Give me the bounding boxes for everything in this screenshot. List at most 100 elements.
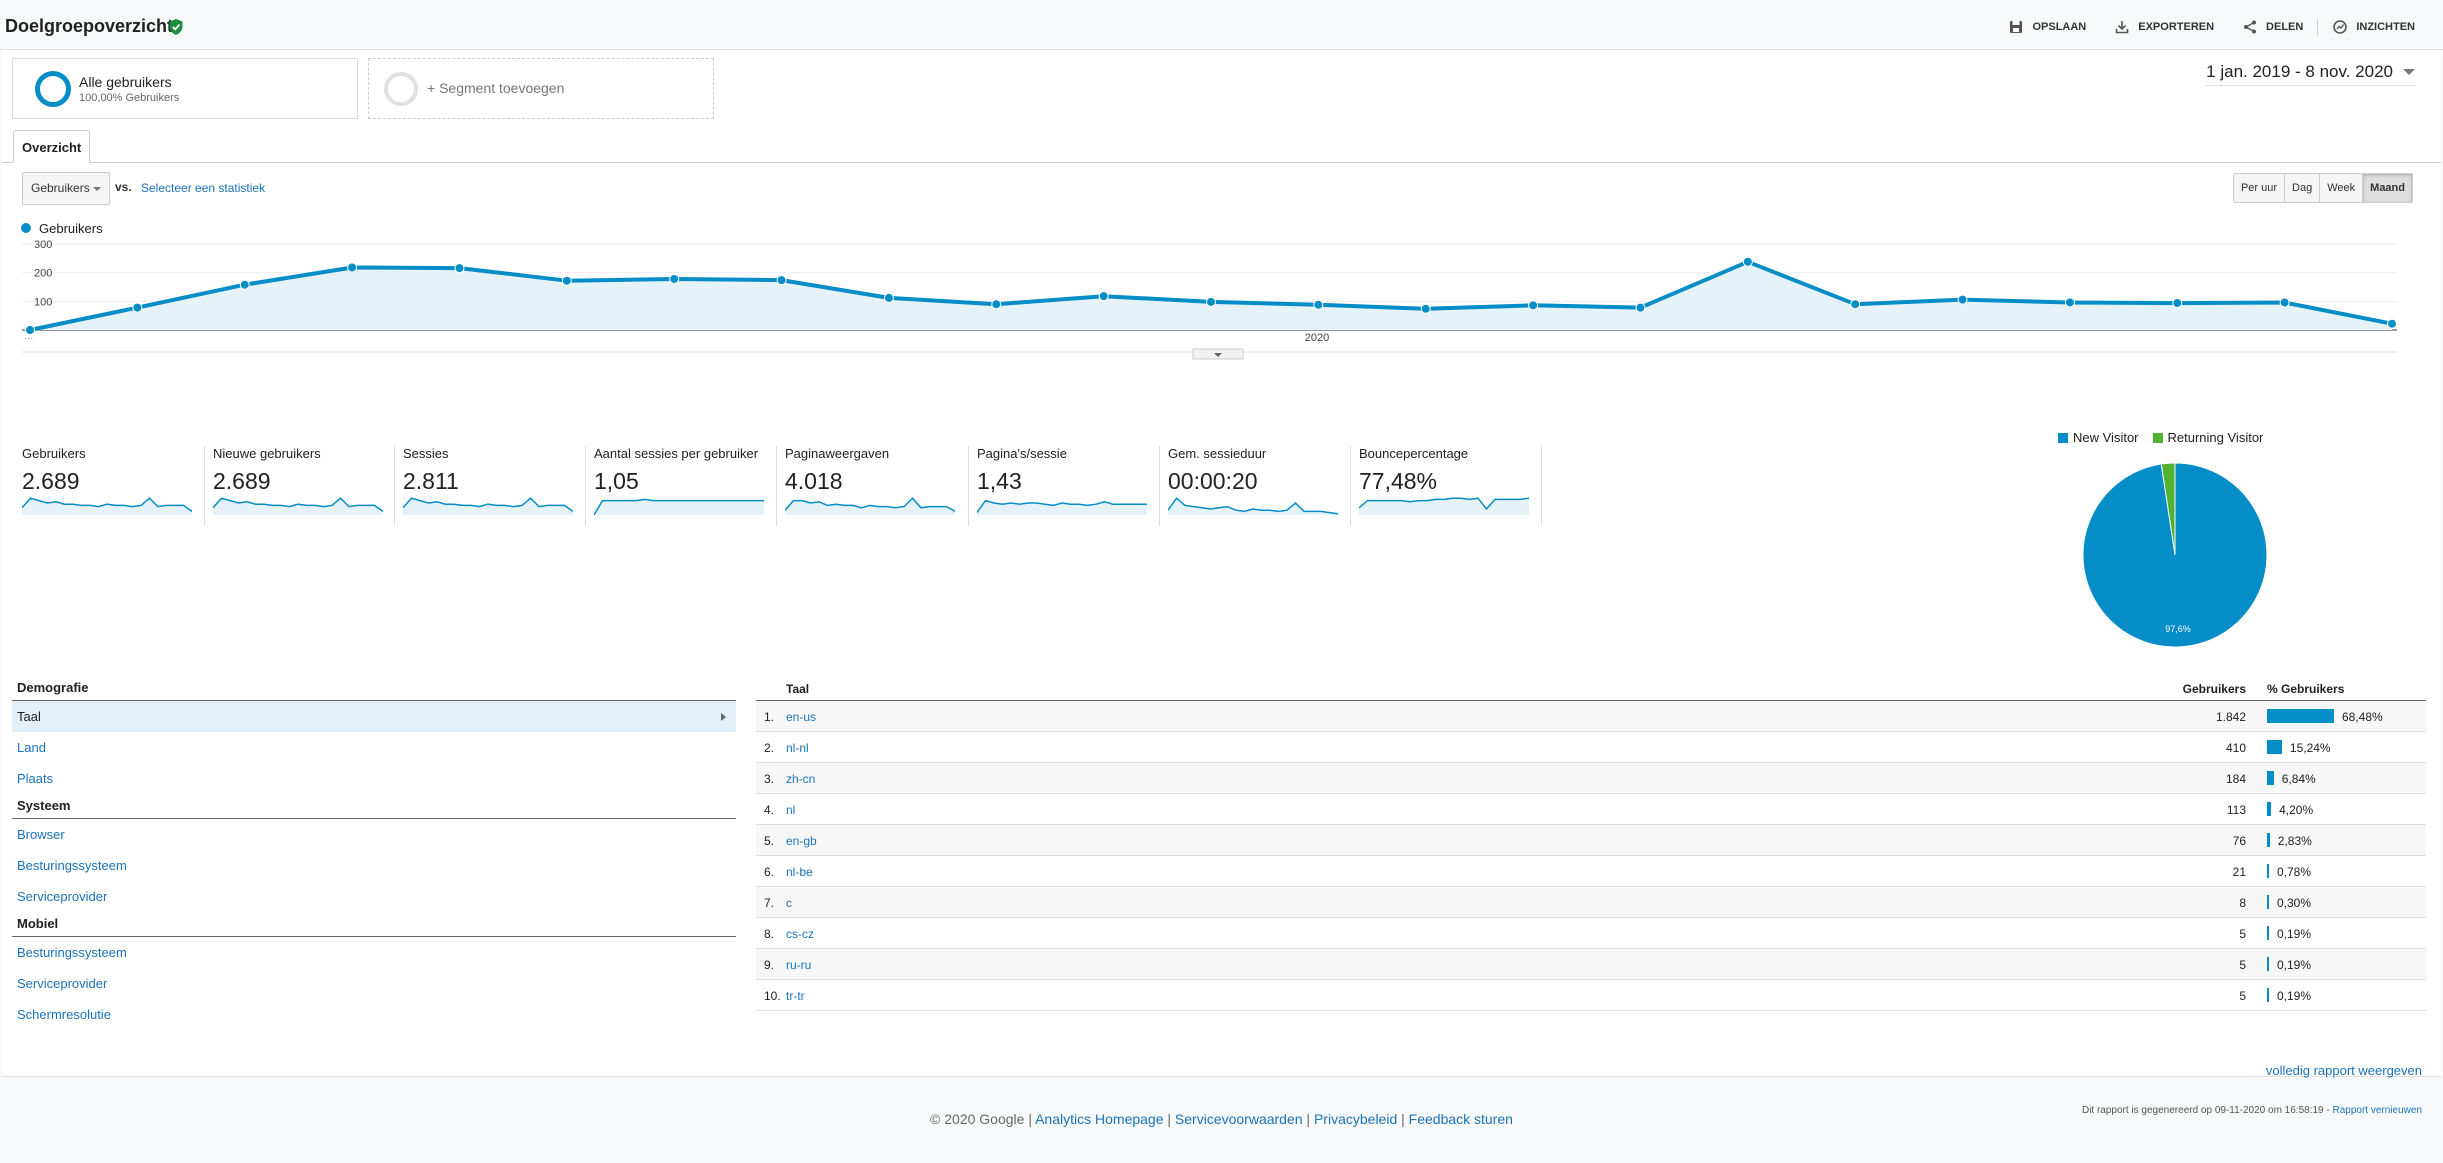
data-point-users[interactable] [1098, 291, 1109, 302]
demo-nav-item[interactable]: Besturingssysteem [12, 937, 736, 968]
save-button[interactable]: OPSLAAN [1994, 19, 2100, 35]
demo-nav-item[interactable]: Plaats [12, 763, 736, 794]
chart-collapse-icon [1214, 353, 1222, 357]
scorecard-2[interactable]: Nieuwe gebruikers 2.689 [213, 446, 385, 576]
legend-users-label: Gebruikers [39, 221, 103, 236]
row-pct: 0,19% [2277, 927, 2312, 941]
data-point-users[interactable] [132, 302, 143, 313]
row-pct: 2,83% [2277, 834, 2312, 848]
add-segment-button[interactable]: + Segment toevoegen [368, 58, 714, 119]
data-point-users[interactable] [454, 263, 465, 274]
scorecard-3[interactable]: Sessies 2.811 [403, 446, 575, 576]
demo-nav-item[interactable]: Serviceprovider [12, 881, 736, 912]
data-point-users[interactable] [561, 275, 572, 286]
granularity-week-button[interactable]: Week [2319, 174, 2363, 202]
demo-nav-item[interactable]: Taal [12, 701, 736, 732]
demo-nav-item[interactable]: Land [12, 732, 736, 763]
report-toolbar: OPSLAAN EXPORTEREN DELEN INZICHTEN [1994, 19, 2429, 35]
row-language-link[interactable]: nl-be [786, 865, 813, 879]
row-language-link[interactable]: zh-cn [786, 772, 816, 786]
row-pct: 0,30% [2277, 896, 2312, 910]
segment-all-users[interactable]: Alle gebruikers 100,00% Gebruikers [12, 58, 358, 119]
row-share-bar [2267, 926, 2269, 940]
select-statistic-link[interactable]: Selecteer een statistiek [141, 181, 266, 195]
demo-nav-item[interactable]: Schermresolutie [12, 999, 736, 1030]
data-point-users[interactable] [2387, 318, 2397, 329]
scorecard-5[interactable]: Paginaweergaven 4.018 [785, 446, 957, 576]
footer-link-feedback[interactable]: Feedback sturen [1408, 1111, 1513, 1127]
pie-slice-new-visitor[interactable] [2082, 462, 2268, 648]
granularity-month-button[interactable]: Maand [2362, 174, 2412, 202]
download-icon [2115, 21, 2129, 34]
demo-nav-item[interactable]: Serviceprovider [12, 968, 736, 999]
table-row: 6. nl-be 21 0,78% [756, 856, 2426, 887]
scorecard-4[interactable]: Aantal sessies per gebruiker 1,05 [594, 446, 766, 576]
add-segment-label: + Segment toevoegen [427, 80, 565, 96]
data-point-users[interactable] [1206, 296, 1216, 307]
insights-button[interactable]: INZICHTEN [2317, 19, 2429, 35]
footer-link-terms[interactable]: Servicevoorwaarden [1174, 1111, 1303, 1127]
table-row: 5. en-gb 76 2,83% [756, 825, 2426, 856]
row-rank: 6. [764, 865, 775, 879]
data-point-users[interactable] [883, 292, 894, 303]
generated-note: Dit rapport is gegenereerd op 09-11-2020… [2082, 1105, 2422, 1116]
metric-dropdown[interactable]: Gebruikers [22, 172, 110, 205]
data-point-users[interactable] [2279, 297, 2290, 308]
table-row: 7. c 8 0,30% [756, 887, 2426, 918]
language-table: Taal Gebruikers % Gebruikers 1. en-us 1.84… [756, 676, 2426, 1011]
demo-nav-item-label: Land [17, 740, 46, 755]
share-button[interactable]: DELEN [2228, 19, 2317, 35]
refresh-report-link[interactable]: Rapport vernieuwen [2332, 1105, 2423, 1116]
granularity-hour-button[interactable]: Per uur [2233, 174, 2285, 202]
data-point-users[interactable] [239, 279, 250, 290]
scorecard-6[interactable]: Pagina's/sessie 1,43 [977, 446, 1149, 576]
row-language-link[interactable]: nl [786, 803, 796, 817]
row-language-link[interactable]: ru-ru [786, 958, 812, 972]
row-users: 410 [2225, 741, 2246, 755]
row-language-link[interactable]: c [786, 896, 792, 910]
row-language-link[interactable]: en-us [786, 710, 817, 724]
insights-label: INZICHTEN [2356, 21, 2415, 33]
date-range-picker[interactable]: 1 jan. 2019 - 8 nov. 2020 [2206, 62, 2415, 86]
scorecard-8[interactable]: Bouncepercentage 77,48% [1359, 446, 1531, 576]
data-point-users[interactable] [1313, 299, 1324, 310]
data-point-users[interactable] [776, 275, 787, 286]
export-button[interactable]: EXPORTEREN [2100, 19, 2228, 35]
full-report-link[interactable]: volledig rapport weergeven [2265, 1063, 2422, 1078]
row-language-link[interactable]: cs-cz [786, 927, 814, 941]
scorecard-label: Sessies [403, 446, 449, 461]
data-point-users[interactable] [1850, 299, 1861, 310]
scorecard-value: 2.811 [403, 468, 459, 494]
sparkline-line [977, 499, 1147, 514]
data-point-users[interactable] [991, 299, 1002, 310]
save-label: OPSLAAN [2032, 21, 2087, 33]
demo-nav-item-label: Serviceprovider [17, 889, 108, 904]
demo-nav-item[interactable]: Besturingssysteem [12, 850, 736, 881]
row-pct: 15,24% [2289, 741, 2331, 755]
row-share-bar [2267, 895, 2269, 909]
data-point-users[interactable] [669, 273, 680, 284]
table-header: Taal Gebruikers % Gebruikers [756, 676, 2426, 701]
data-point-users[interactable] [2172, 298, 2183, 309]
row-share-bar [2267, 988, 2269, 1002]
row-language-link[interactable]: tr-tr [786, 989, 805, 1003]
segment-name: Alle gebruikers [79, 74, 172, 90]
scorecard-7[interactable]: Gem. sessieduur 00:00:20 [1168, 446, 1340, 576]
data-point-users[interactable] [1528, 300, 1539, 311]
footer-link-analytics-homepage[interactable]: Analytics Homepage [1035, 1111, 1164, 1127]
data-point-users[interactable] [1742, 256, 1753, 267]
demo-nav-item[interactable]: Browser [12, 819, 736, 850]
tab-overzicht[interactable]: Overzicht [13, 130, 91, 163]
footer-link-privacy[interactable]: Privacybeleid [1313, 1111, 1398, 1127]
data-point-users[interactable] [2064, 297, 2075, 308]
data-point-users[interactable] [1635, 302, 1646, 313]
data-point-users[interactable] [347, 262, 358, 273]
scorecard-1[interactable]: Gebruikers 2.689 [22, 446, 194, 576]
data-point-users[interactable] [1420, 303, 1431, 314]
data-point-users[interactable] [25, 325, 35, 335]
row-share-bar [2267, 864, 2269, 878]
data-point-users[interactable] [1957, 294, 1968, 305]
row-language-link[interactable]: nl-nl [786, 741, 809, 755]
row-language-link[interactable]: en-gb [786, 834, 817, 848]
granularity-day-button[interactable]: Dag [2284, 174, 2320, 202]
